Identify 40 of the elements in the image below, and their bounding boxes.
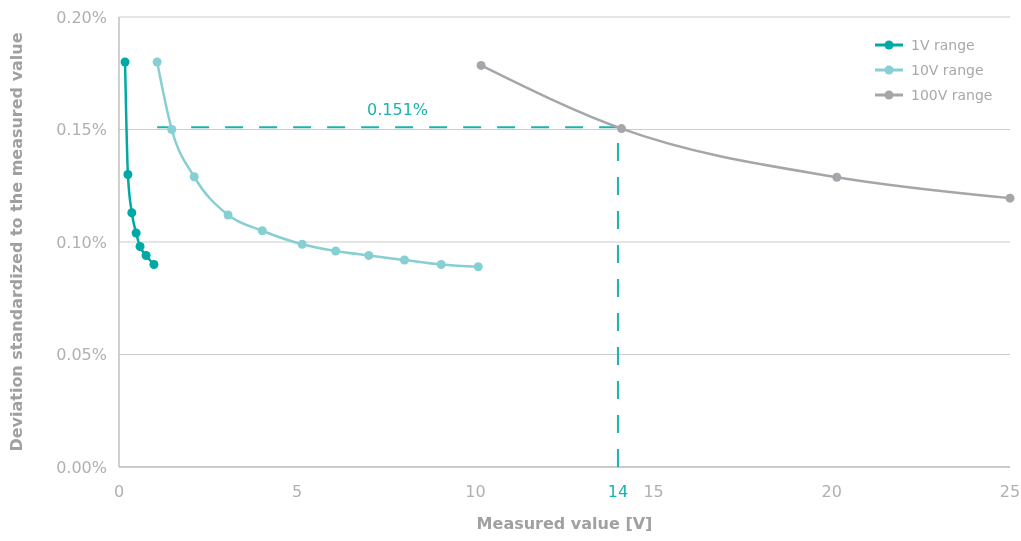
point xyxy=(297,239,307,249)
point xyxy=(141,251,151,260)
point xyxy=(131,228,141,238)
point xyxy=(152,57,162,67)
point xyxy=(127,208,137,218)
point xyxy=(1005,193,1015,203)
y-tick-label: 0.00% xyxy=(56,457,107,477)
point xyxy=(123,170,133,179)
x-tick-label: 10 xyxy=(465,482,486,501)
y-tick-label: 0.15% xyxy=(56,120,107,140)
point xyxy=(167,125,177,134)
point xyxy=(189,172,199,182)
point xyxy=(832,172,842,182)
ref-line-label: 14 xyxy=(607,482,629,501)
y-tick-label: 0.05% xyxy=(56,345,107,365)
x-tick-label: 0 xyxy=(113,482,125,501)
point xyxy=(364,251,374,260)
x-axis-title: Measured value [V] xyxy=(476,514,653,533)
x-tick-label: 5 xyxy=(292,482,303,501)
legend-label: 1V range xyxy=(911,36,975,53)
x-tick-label: 15 xyxy=(643,482,664,501)
point xyxy=(257,226,267,236)
point xyxy=(473,262,483,272)
point xyxy=(223,210,233,220)
x-tick-label: 25 xyxy=(999,482,1021,501)
point xyxy=(476,60,486,70)
point xyxy=(149,260,159,269)
y-tick-label: 0.20% xyxy=(56,7,107,27)
ref-line-label: 0.151% xyxy=(367,100,429,120)
point xyxy=(135,242,145,251)
point xyxy=(399,255,409,265)
point xyxy=(436,260,446,269)
y-axis-title: Deviation standardized to the measured value xyxy=(7,32,26,452)
point xyxy=(617,124,627,134)
x-tick-label: 20 xyxy=(821,482,842,501)
point xyxy=(120,57,130,67)
y-tick-label: 0.10% xyxy=(56,232,107,252)
legend-label: 100V range xyxy=(911,86,993,103)
legend-label: 10V range xyxy=(911,61,984,78)
point xyxy=(331,246,341,256)
